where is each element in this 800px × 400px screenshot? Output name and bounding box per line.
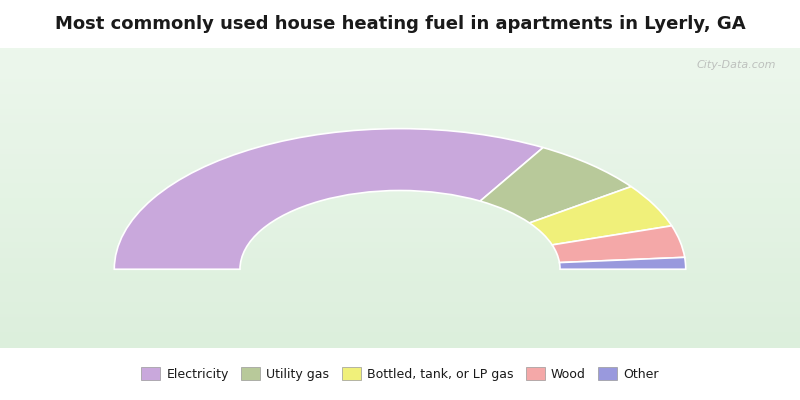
Wedge shape	[480, 148, 631, 223]
Wedge shape	[114, 129, 543, 269]
Wedge shape	[552, 226, 685, 262]
Wedge shape	[559, 257, 686, 269]
Legend: Electricity, Utility gas, Bottled, tank, or LP gas, Wood, Other: Electricity, Utility gas, Bottled, tank,…	[136, 362, 664, 386]
Wedge shape	[530, 186, 672, 245]
Text: City-Data.com: City-Data.com	[697, 60, 776, 70]
Text: Most commonly used house heating fuel in apartments in Lyerly, GA: Most commonly used house heating fuel in…	[54, 15, 746, 33]
